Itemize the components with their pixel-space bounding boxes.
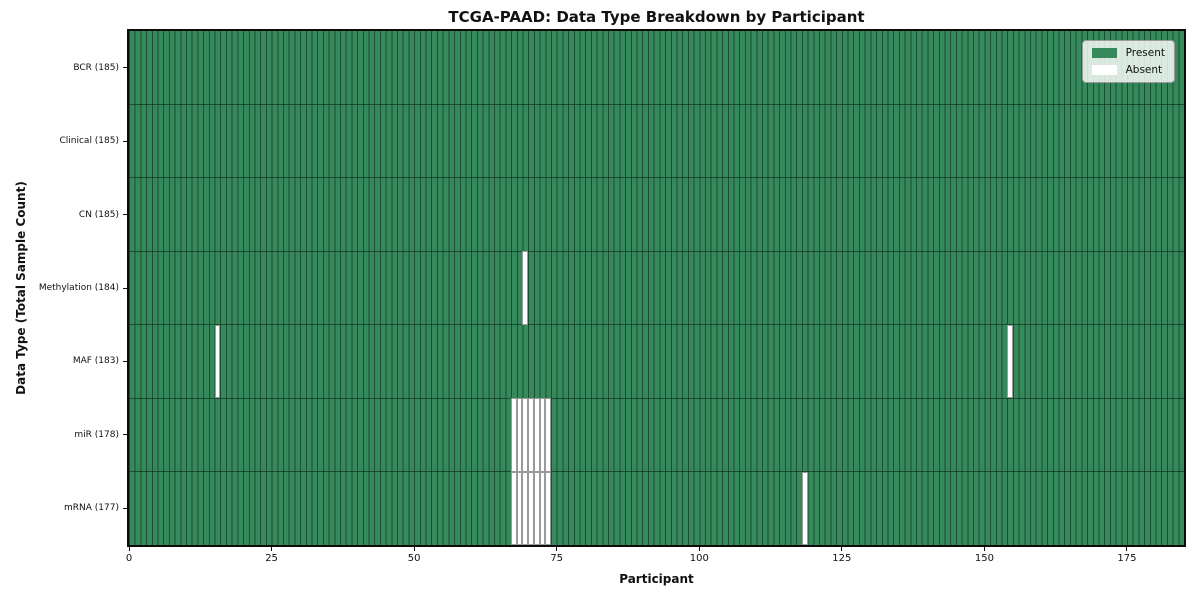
legend-item: Present bbox=[1091, 47, 1165, 59]
x-tick-mark bbox=[271, 547, 273, 551]
chart-title: TCGA-PAAD: Data Type Breakdown by Partic… bbox=[448, 8, 865, 26]
absent-cell bbox=[533, 471, 540, 545]
absent-cell bbox=[511, 471, 517, 545]
legend-swatch-absent-icon bbox=[1091, 65, 1117, 75]
row-separator bbox=[129, 103, 1184, 105]
x-tick-mark bbox=[1126, 547, 1128, 551]
absent-cell bbox=[533, 398, 540, 472]
row-separator bbox=[129, 177, 1184, 179]
y-tick-label: MAF (183) bbox=[72, 356, 119, 367]
y-tick-mark bbox=[123, 434, 127, 436]
absent-cell bbox=[516, 398, 523, 472]
absent-cell bbox=[1007, 324, 1013, 399]
legend: Present Absent bbox=[1081, 40, 1175, 83]
y-tick-mark bbox=[123, 67, 127, 69]
absent-cell bbox=[214, 324, 221, 399]
x-tick-label: 25 bbox=[265, 553, 278, 564]
absent-cell bbox=[545, 471, 551, 545]
absent-cell bbox=[511, 398, 517, 472]
row-separator bbox=[129, 471, 1184, 473]
y-tick-mark bbox=[123, 214, 127, 216]
absent-cell bbox=[545, 398, 551, 472]
y-tick-label: Methylation (184) bbox=[38, 283, 119, 293]
absent-cell bbox=[539, 398, 546, 472]
y-tick-label: miR (178) bbox=[74, 429, 119, 440]
y-tick-label: BCR (185) bbox=[73, 62, 119, 73]
y-tick-mark bbox=[123, 140, 127, 142]
x-tick-label: 50 bbox=[407, 553, 421, 564]
x-tick-mark bbox=[698, 547, 700, 551]
y-tick-label: mRNA (177) bbox=[64, 503, 119, 514]
plot-canvas: Present Absent bbox=[129, 31, 1184, 545]
x-tick-label: 75 bbox=[550, 553, 564, 564]
legend-item: Absent bbox=[1091, 64, 1165, 76]
absent-cell bbox=[522, 398, 529, 472]
x-axis-title: Participant bbox=[619, 572, 694, 586]
x-tick-mark bbox=[413, 547, 415, 551]
plot-area: Present Absent bbox=[127, 29, 1186, 547]
x-tick-label: 125 bbox=[832, 553, 852, 564]
legend-swatch-present-icon bbox=[1091, 48, 1117, 58]
row-separator bbox=[129, 324, 1184, 326]
row-separator bbox=[129, 397, 1184, 399]
y-tick-label: Clinical (185) bbox=[59, 136, 119, 147]
y-tick-mark bbox=[123, 287, 127, 289]
x-tick-label: 100 bbox=[689, 553, 709, 564]
x-tick-label: 150 bbox=[974, 553, 994, 564]
absent-cell bbox=[528, 398, 534, 472]
absent-cell bbox=[539, 471, 546, 545]
cell-grid-lines bbox=[129, 31, 1184, 545]
x-tick-mark bbox=[556, 547, 558, 551]
x-tick-label: 175 bbox=[1117, 553, 1137, 564]
legend-label: Present bbox=[1125, 47, 1165, 59]
x-tick-mark bbox=[128, 547, 130, 551]
absent-cell bbox=[522, 471, 529, 545]
y-tick-mark bbox=[123, 360, 127, 362]
x-tick-label: 0 bbox=[125, 553, 133, 564]
y-tick-mark bbox=[123, 507, 127, 509]
legend-label: Absent bbox=[1125, 64, 1163, 76]
y-tick-label: CN (185) bbox=[78, 209, 119, 220]
row-separator bbox=[129, 250, 1184, 252]
x-tick-mark bbox=[841, 547, 843, 551]
absent-cell bbox=[522, 251, 529, 325]
absent-cell bbox=[528, 471, 534, 545]
absent-cell bbox=[516, 471, 523, 545]
absent-cell bbox=[801, 471, 808, 545]
x-tick-mark bbox=[983, 547, 985, 551]
